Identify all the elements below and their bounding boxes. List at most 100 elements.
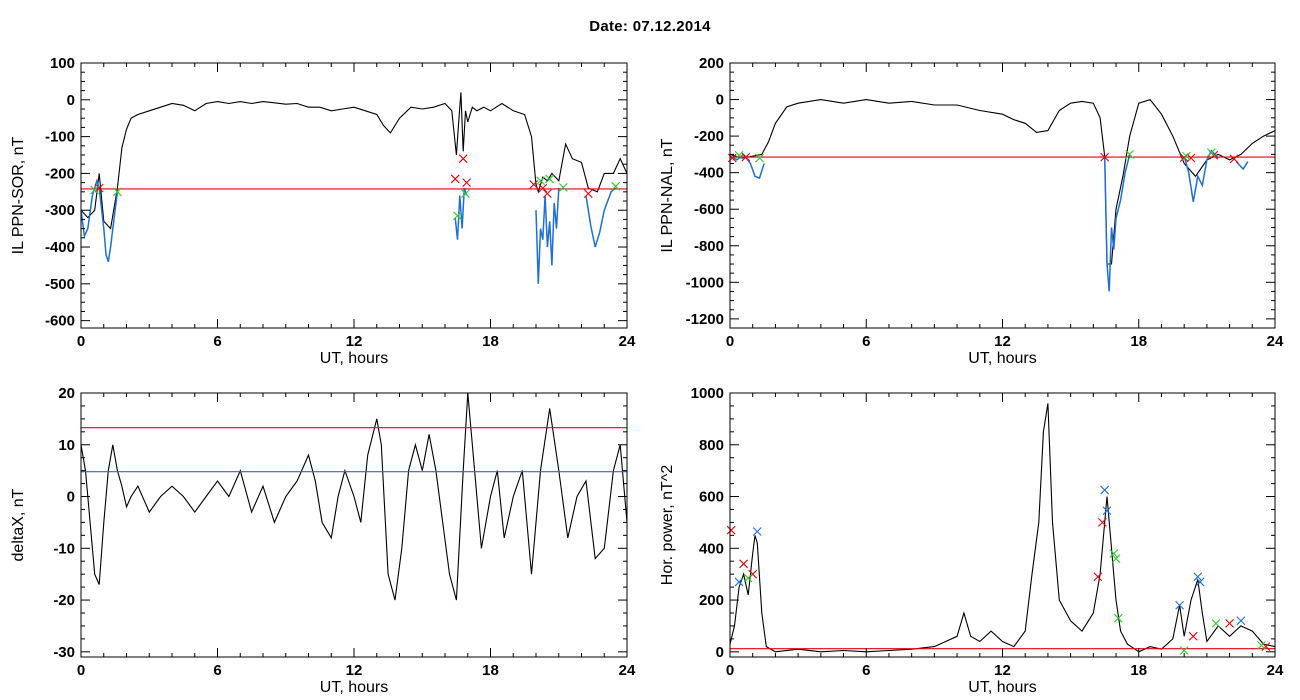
p1-ytick-label-3: -200 — [45, 165, 75, 182]
p4-marker-green-3 — [1113, 613, 1123, 623]
p3-ytick-label-0: 20 — [58, 385, 75, 402]
p2-marker-red-6 — [1229, 154, 1239, 164]
p4-marker-red-5 — [1188, 631, 1198, 641]
p1-ytick-label-7: -600 — [45, 313, 75, 330]
p4-xtick-label-3: 18 — [1130, 662, 1147, 679]
p1-marker-red-6 — [542, 189, 552, 199]
p2-marker-green-1 — [755, 153, 764, 163]
p1-ytick-label-0: 100 — [50, 55, 75, 72]
p1-series-blue-1-2 — [535, 188, 560, 284]
p2-ytick-label-6: -1000 — [686, 274, 724, 291]
p2-series-blue-1-0 — [730, 153, 765, 180]
p2-ytick-label-7: -1200 — [686, 311, 724, 328]
p4-marker-green-2 — [1111, 554, 1121, 564]
p4-marker-red-3 — [1093, 572, 1103, 582]
p4-xtick-label-1: 6 — [862, 662, 870, 679]
p2-frame — [729, 62, 1276, 329]
p4-ytick-label-2: 600 — [699, 489, 724, 506]
plot-p4: 0 6 12 18 24 1000 800 600 400 200 0 UT, hours Hor. p… — [659, 385, 1284, 696]
p1-xlabel: UT, hours — [320, 350, 388, 367]
p1-xtick-label-1: 6 — [213, 333, 221, 350]
p3-ylabel: deltaX, nT — [10, 488, 27, 561]
p3-xtick-label-2: 12 — [346, 662, 363, 679]
p3-ytick-label-3: -10 — [53, 540, 75, 557]
p4-marker-blue-1 — [752, 527, 762, 536]
p1-xtick-label-3: 18 — [482, 333, 499, 350]
p2-xtick-label-1: 6 — [862, 333, 870, 350]
p4-ytick-label-3: 400 — [699, 540, 724, 557]
p2-xtick-label-2: 12 — [994, 333, 1011, 350]
p3-xtick-label-1: 6 — [213, 662, 221, 679]
plot-p3: 0 6 12 18 24 20 10 0 -10 -20 -30 UT, hours deltaX, n… — [10, 385, 636, 696]
p2-ytick-label-2: -200 — [694, 128, 724, 145]
p3-ytick-label-1: 10 — [58, 437, 75, 454]
p1-marker-green-1 — [113, 187, 122, 197]
p4-xlabel: UT, hours — [968, 679, 1036, 696]
p4-marker-red-0 — [726, 525, 736, 535]
p1-marker-green-2 — [453, 211, 462, 221]
p4-marker-blue-2 — [1100, 485, 1110, 495]
p4-marker-green-1 — [1109, 549, 1119, 558]
p1-ytick-label-5: -400 — [45, 239, 75, 256]
p1-series-blue-1-3 — [585, 187, 617, 248]
p4-marker-red-1 — [739, 559, 749, 569]
p4-marker-green-6 — [1256, 640, 1266, 650]
p3-xtick-label-0: 0 — [77, 662, 85, 679]
p2-xlabel: UT, hours — [968, 350, 1036, 367]
p3-ytick-label-4: -20 — [53, 592, 75, 609]
p1-marker-green-3 — [461, 189, 470, 199]
p1-marker-green-7 — [611, 181, 621, 191]
p4-frame — [729, 392, 1276, 658]
p4-ylabel: Hor. power, nT^2 — [659, 465, 676, 586]
p1-marker-red-4 — [529, 180, 539, 189]
p2-ylabel: IL PPN-NAL, nT — [659, 138, 676, 252]
p3-series-black-0-0 — [81, 393, 627, 601]
p2-marker-red-2 — [1100, 152, 1110, 162]
p4-marker-blue-6 — [1195, 577, 1205, 587]
p1-series-black-0-0 — [81, 92, 627, 230]
p1-marker-red-7 — [583, 189, 593, 199]
p3-xtick-label-4: 24 — [619, 662, 636, 679]
p3-xtick-label-3: 18 — [482, 662, 499, 679]
p2-marker-green-4 — [1207, 148, 1216, 157]
p2-marker-red-4 — [1186, 153, 1196, 163]
p3-frame — [80, 392, 628, 658]
p2-series-blue-1-1 — [1103, 154, 1131, 292]
plot-p1: 0 6 12 18 24 100 0 -100 -200 -300 -400 -500 -600 UT, … — [10, 55, 636, 367]
p2-xtick-label-0: 0 — [726, 333, 734, 350]
p1-marker-red-3 — [462, 178, 472, 188]
p4-marker-green-5 — [1211, 618, 1221, 628]
p4-marker-green-0 — [743, 573, 753, 583]
p4-marker-green-4 — [1179, 646, 1189, 655]
p2-marker-red-3 — [1179, 153, 1189, 163]
p1-xtick-label-0: 0 — [77, 333, 85, 350]
p1-ylabel: IL PPN-SOR, nT — [10, 136, 27, 254]
p1-marker-red-1 — [450, 174, 460, 184]
p1-marker-green-6 — [558, 183, 568, 192]
p3-xlabel: UT, hours — [320, 679, 388, 696]
p1-xtick-label-4: 24 — [619, 333, 636, 350]
p1-ytick-label-6: -500 — [45, 276, 75, 293]
p4-ytick-label-0: 1000 — [691, 385, 724, 402]
p2-series-blue-1-3 — [1235, 161, 1249, 171]
p2-marker-green-2 — [1125, 149, 1135, 159]
p1-marker-green-5 — [545, 174, 555, 184]
p1-marker-red-0 — [94, 183, 104, 193]
p4-marker-blue-0 — [734, 577, 744, 587]
p1-ytick-label-2: -100 — [45, 129, 75, 146]
p2-marker-green-3 — [1182, 151, 1191, 161]
p1-xtick-label-2: 12 — [346, 333, 363, 350]
p1-marker-green-0 — [90, 185, 100, 195]
p1-marker-red-5 — [538, 183, 548, 193]
p4-marker-red-4 — [1098, 518, 1107, 527]
p4-marker-blue-7 — [1236, 616, 1246, 626]
p1-series-blue-1-1 — [454, 187, 468, 240]
p1-marker-green-4 — [536, 176, 545, 186]
p2-xtick-label-3: 18 — [1130, 333, 1147, 350]
p1-marker-red-2 — [458, 154, 468, 164]
p4-marker-blue-3 — [1102, 506, 1112, 516]
p4-ytick-label-4: 200 — [699, 592, 724, 609]
p3-ytick-label-5: -30 — [53, 644, 75, 661]
p3-ytick-label-2: 0 — [67, 489, 75, 506]
